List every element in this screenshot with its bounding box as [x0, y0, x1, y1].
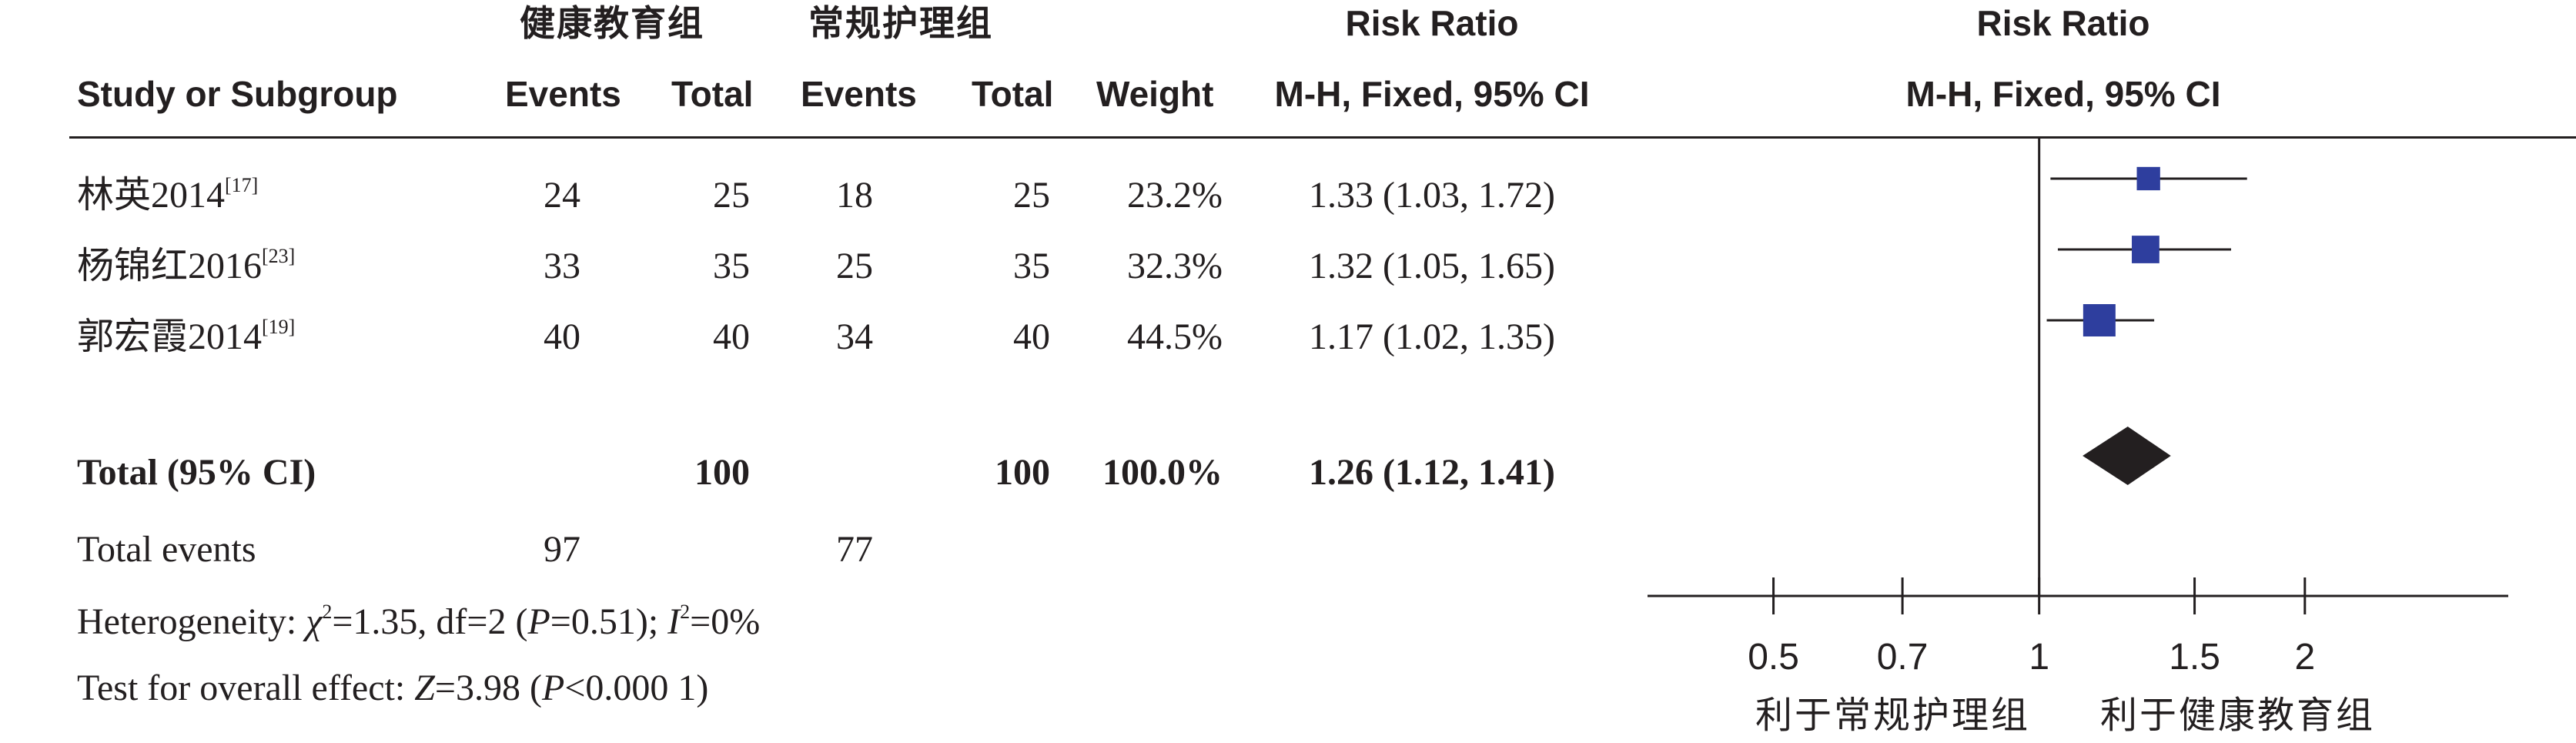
total-ctrl-cell: 35 [1013, 246, 1050, 286]
header-rule [69, 136, 2576, 139]
reference-mark: [17] [225, 174, 259, 196]
study-marker [2083, 304, 2116, 336]
x-tick-label: 0.5 [1748, 637, 1799, 678]
total-ctrl-header: Total [972, 74, 1054, 114]
x-tick-label: 0.7 [1876, 637, 1929, 678]
events-exp-cell: 40 [544, 316, 580, 357]
total-exp-cell: 35 [713, 246, 750, 286]
events-exp-cell: 24 [544, 175, 580, 216]
total-weight-cell: 100.0% [1102, 452, 1223, 493]
method-plot-header: M-H, Fixed, 95% CI [1905, 74, 2221, 114]
study-name: 郭宏霞2014[19] [77, 316, 296, 357]
total-exp-cell: 25 [713, 175, 750, 216]
weight-cell: 32.3% [1127, 246, 1223, 286]
events-ctrl-cell: 25 [836, 246, 873, 286]
pooled-diamond [2083, 427, 2171, 485]
total-exp-cell: 40 [713, 316, 750, 357]
total-events-exp: 97 [544, 529, 580, 570]
study-name: 林英2014[17] [77, 174, 259, 216]
total-exp-cell: 100 [694, 452, 750, 493]
risk-ratio-plot-title: Risk Ratio [1976, 3, 2150, 43]
weight-cell: 44.5% [1127, 316, 1223, 357]
ci-cell: 1.33 (1.03, 1.72) [1309, 175, 1555, 216]
total-ctrl-cell: 100 [995, 452, 1050, 493]
x-tick-label: 2 [2294, 637, 2316, 678]
total-events-label: Total events [77, 529, 256, 570]
x-tick-label: 1.5 [2169, 637, 2220, 678]
group-header-experimental: 健康教育组 [520, 2, 704, 44]
ci-cell: 1.17 (1.02, 1.35) [1309, 316, 1555, 357]
total-ctrl-cell: 40 [1013, 316, 1050, 357]
risk-ratio-table-title: Risk Ratio [1345, 3, 1519, 43]
weight-header: Weight [1096, 74, 1214, 114]
total-ci-cell: 1.26 (1.12, 1.41) [1309, 452, 1555, 493]
method-table-header: M-H, Fixed, 95% CI [1274, 74, 1590, 114]
x-tick-label: 1 [2029, 637, 2050, 678]
events-exp-header: Events [505, 74, 621, 114]
favours-experimental-label: 利于健康教育组 [2100, 694, 2376, 737]
ci-cell: 1.32 (1.05, 1.65) [1309, 246, 1555, 286]
study-marker [2132, 236, 2159, 263]
favours-control-label: 利于常规护理组 [1755, 694, 2031, 737]
study-name: 杨锦红2016[23] [77, 245, 296, 286]
events-exp-cell: 33 [544, 246, 580, 286]
total-exp-header: Total [671, 74, 754, 114]
weight-cell: 23.2% [1127, 175, 1223, 216]
group-header-control: 常规护理组 [808, 2, 993, 44]
overall-effect-test: Test for overall effect: Z=3.98 (P<0.000… [77, 668, 709, 708]
reference-mark: [23] [262, 245, 296, 267]
heterogeneity-stats: Heterogeneity: χ2=1.35, df=2 (P=0.51); I… [77, 601, 761, 642]
study-column-header: Study or Subgroup [77, 74, 398, 114]
events-ctrl-cell: 34 [836, 316, 873, 357]
reference-mark: [19] [262, 316, 296, 338]
study-marker [2136, 166, 2160, 191]
events-ctrl-header: Events [801, 74, 917, 114]
total-ctrl-cell: 25 [1013, 175, 1050, 216]
total-label: Total (95% CI) [77, 452, 316, 493]
events-ctrl-cell: 18 [836, 175, 873, 216]
total-events-ctrl: 77 [836, 529, 873, 570]
